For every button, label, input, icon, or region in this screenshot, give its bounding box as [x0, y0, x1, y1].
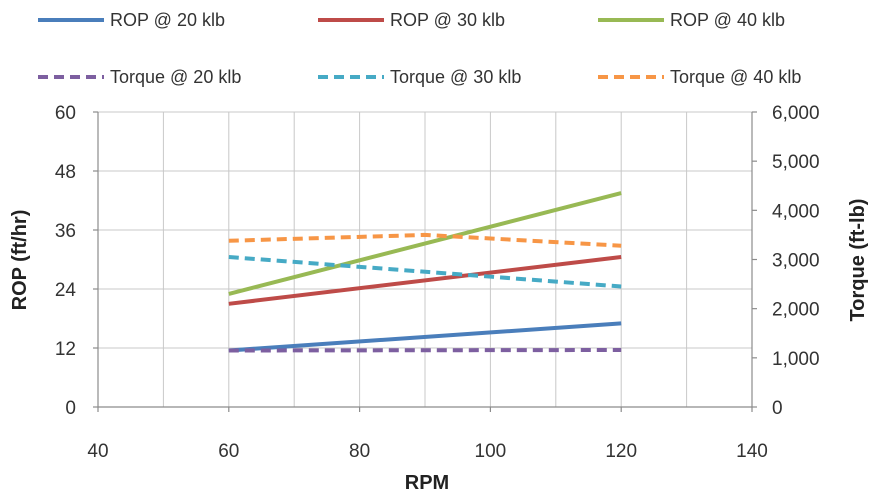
legend: ROP @ 20 klb ROP @ 30 klb ROP @ 40 klb Torq… — [38, 10, 801, 87]
y-tick-label: 48 — [55, 162, 76, 183]
legend-label-1: ROP @ 20 klb — [110, 10, 225, 30]
legend-label-3: ROP @ 40 klb — [670, 10, 785, 30]
legend-label-4: Torque @ 20 klb — [110, 67, 241, 87]
series-line-5 — [228, 255, 622, 289]
y2-tick-label: 0 — [772, 398, 783, 419]
y2-tick-label: 3,000 — [772, 251, 820, 272]
y-tick-label: 36 — [55, 221, 76, 242]
series-line-3 — [228, 191, 622, 296]
x-tick-label: 100 — [475, 441, 507, 462]
series-lines — [228, 191, 622, 353]
x-tick-label: 60 — [218, 441, 239, 462]
y-axis-title: ROP (ft/hr) — [9, 210, 31, 311]
y-axis-ticks: 0 12 24 36 48 60 — [55, 103, 98, 419]
series-line-2 — [228, 255, 622, 306]
legend-label-2: ROP @ 30 klb — [390, 10, 505, 30]
y-tick-label: 12 — [55, 339, 76, 360]
y2-tick-label: 5,000 — [772, 152, 820, 173]
legend-label-6: Torque @ 40 klb — [670, 67, 801, 87]
x-tick-label: 40 — [87, 441, 108, 462]
x-tick-label: 80 — [349, 441, 370, 462]
series-line-1 — [228, 321, 622, 353]
y2-tick-label: 2,000 — [772, 300, 820, 321]
x-axis-title: RPM — [405, 472, 449, 494]
y2-tick-label: 6,000 — [772, 103, 820, 124]
y2-tick-label: 1,000 — [772, 349, 820, 370]
y-tick-label: 0 — [65, 398, 76, 419]
x-axis-ticks: 40 60 80 100 120 140 — [87, 407, 768, 462]
series-line-4 — [228, 348, 622, 353]
y-tick-label: 60 — [55, 103, 76, 124]
legend-label-5: Torque @ 30 klb — [390, 67, 521, 87]
y2-axis-ticks: 0 1,000 2,000 3,000 4,000 5,000 6,000 — [752, 103, 820, 419]
series-line-6 — [228, 232, 622, 248]
y-tick-label: 24 — [55, 280, 77, 301]
y2-tick-label: 4,000 — [772, 201, 820, 222]
x-tick-label: 140 — [736, 441, 768, 462]
gridlines — [98, 111, 752, 407]
y2-axis-title: Torque (ft-lb) — [847, 199, 869, 322]
x-tick-label: 120 — [605, 441, 637, 462]
